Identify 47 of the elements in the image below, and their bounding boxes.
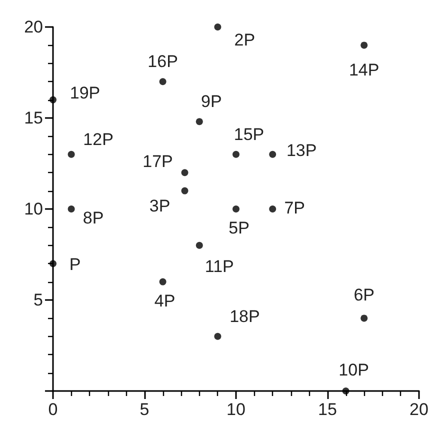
y-tick-label: 10 [24,200,43,218]
point [159,78,166,86]
annotation: 13P [286,140,317,160]
point [50,96,56,104]
point [214,332,222,340]
y-tick-label: 15 [24,108,43,128]
annotation: 9P [201,92,222,112]
annotation: 6P [354,286,374,305]
annotation: 19P [70,83,100,102]
annotation: P [69,255,81,274]
x-tick-label: 10 [226,400,246,419]
annotation: 2P [234,30,256,50]
y-tick-label: 20 [24,18,43,36]
annotation: 17P [142,152,173,172]
y-tick-label: 5 [34,290,43,310]
point [269,206,276,212]
annotation: 5P [228,218,250,238]
x-tick-label: 15 [318,400,337,419]
point [50,260,56,268]
annotation: 4P [154,291,176,310]
annotation: 7P [284,198,305,218]
annotation: 3P [149,196,170,216]
point [360,42,368,49]
point [196,242,203,249]
x-tick-label: 20 [410,400,428,419]
point [232,206,240,212]
point [196,118,203,126]
x-tick-label: 0 [48,400,58,419]
point [68,150,75,158]
x-tick-label: 5 [140,400,150,419]
point [342,388,350,394]
annotation: 10P [338,360,369,380]
point [360,314,368,322]
point [68,206,75,212]
annotation: 18P [230,306,260,326]
annotation: 14P [348,60,380,80]
annotation: 11P [204,256,234,276]
point [159,278,166,286]
annotation: 15P [234,124,264,144]
point [214,24,222,30]
point [181,187,188,194]
annotation: 16P [148,52,178,72]
point [269,150,276,158]
point [232,150,240,158]
annotation: 12P [83,130,114,149]
annotation: 8P [82,208,104,228]
point [181,169,188,176]
